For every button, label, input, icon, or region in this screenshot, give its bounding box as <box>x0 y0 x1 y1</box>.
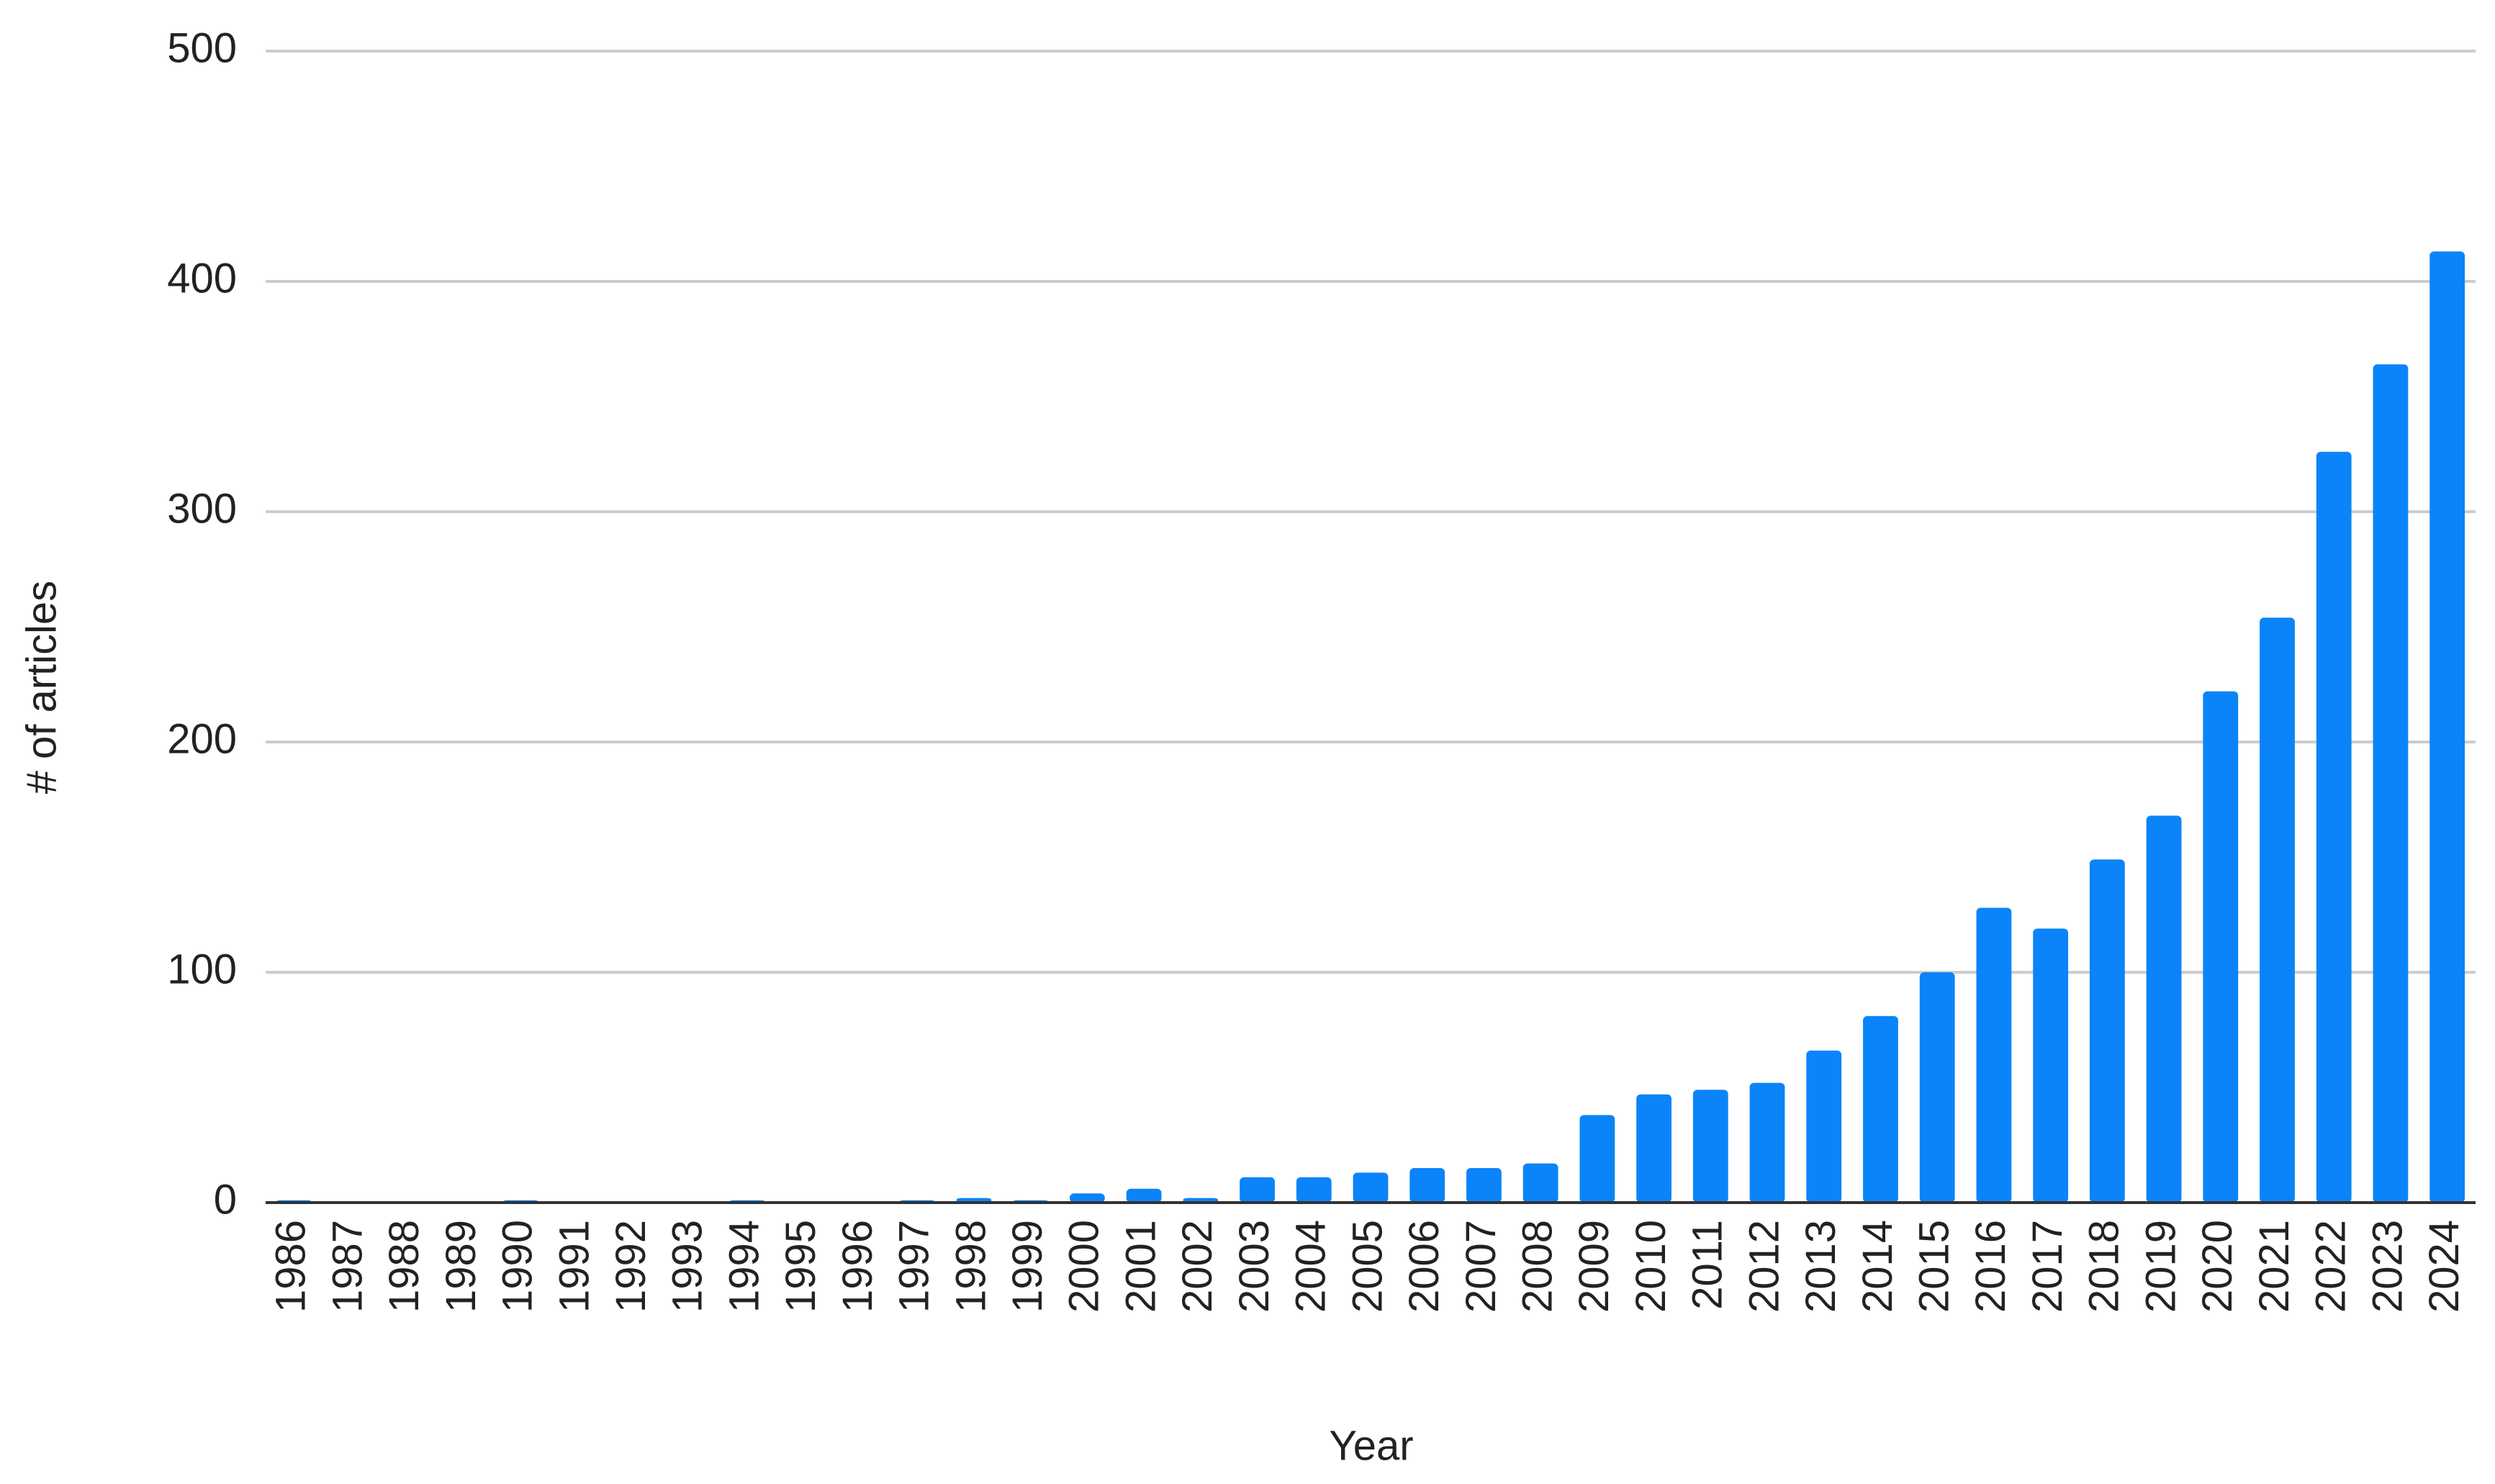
x-tick-label: 2019 <box>2137 1220 2184 1313</box>
bar <box>1522 1163 1558 1203</box>
x-tick-label: 1994 <box>721 1220 767 1313</box>
bar <box>1806 1050 1842 1203</box>
x-tick-label: 2005 <box>1344 1220 1391 1313</box>
x-tick-label: 2017 <box>2024 1220 2071 1313</box>
x-tick-label: 2000 <box>1061 1220 1108 1313</box>
x-tick-label: 2011 <box>1684 1220 1731 1310</box>
x-axis-title: Year <box>1329 1422 1413 1469</box>
x-tick-label: 1987 <box>324 1220 371 1313</box>
y-tick-label: 400 <box>167 255 237 302</box>
bar <box>2146 815 2182 1203</box>
x-tick-label: 2016 <box>1967 1220 2014 1313</box>
x-tick-label: 2021 <box>2251 1220 2298 1313</box>
x-tick-label: 2002 <box>1174 1220 1221 1313</box>
bar <box>1353 1172 1389 1203</box>
bar <box>2429 251 2465 1203</box>
x-tick-label: 1990 <box>495 1220 541 1313</box>
x-tick-label: 2007 <box>1458 1220 1504 1313</box>
x-tick-label: 2003 <box>1231 1220 1278 1313</box>
bar <box>2203 691 2239 1203</box>
x-tick-label: 1989 <box>438 1220 484 1313</box>
x-tick-label: 2010 <box>1628 1220 1674 1313</box>
bar <box>1579 1115 1615 1203</box>
x-tick-label: 1988 <box>381 1220 428 1313</box>
bar <box>2033 928 2069 1203</box>
x-tick-label: 2009 <box>1571 1220 1618 1313</box>
y-axis-title: # of articles <box>18 581 65 795</box>
x-tick-label: 2023 <box>2364 1220 2411 1313</box>
x-tick-label: 1999 <box>1004 1220 1051 1313</box>
y-tick-label: 100 <box>167 946 237 992</box>
bar <box>1919 972 1955 1203</box>
x-tick-label: 1997 <box>891 1220 938 1313</box>
x-tick-label: 2008 <box>1514 1220 1561 1313</box>
x-tick-label: 2006 <box>1401 1220 1448 1313</box>
bar <box>1070 1193 1105 1203</box>
x-tick-label: 1993 <box>664 1220 711 1313</box>
x-tick-label: 2018 <box>2081 1220 2128 1313</box>
bar <box>2373 364 2409 1203</box>
x-tick-label: 1991 <box>551 1220 597 1313</box>
bar <box>1409 1168 1445 1203</box>
x-tick-label: 2020 <box>2194 1220 2241 1313</box>
x-tick-label: 2015 <box>1911 1220 1958 1313</box>
y-tick-label: 500 <box>167 24 237 71</box>
x-tick-label: 2022 <box>2308 1220 2355 1313</box>
bar <box>1466 1168 1502 1203</box>
x-tick-label: 1995 <box>777 1220 824 1313</box>
x-tick-label: 2013 <box>1797 1220 1844 1313</box>
y-tick-label: 300 <box>167 485 237 532</box>
y-tick-label: 200 <box>167 715 237 762</box>
y-tick-label: 0 <box>214 1176 237 1223</box>
bar <box>1863 1015 1898 1203</box>
x-tick-label: 2014 <box>1854 1220 1901 1313</box>
bar <box>1240 1177 1275 1203</box>
x-tick-label: 1992 <box>608 1220 654 1313</box>
x-tick-label: 1996 <box>834 1220 881 1313</box>
bar <box>1296 1177 1332 1203</box>
x-tick-label: 1986 <box>268 1220 315 1313</box>
bar <box>1692 1090 1728 1203</box>
bar <box>2316 451 2352 1203</box>
x-tick-label: 2024 <box>2421 1220 2468 1313</box>
bar <box>1636 1094 1671 1203</box>
bar <box>2260 617 2295 1203</box>
bar <box>2089 859 2125 1203</box>
x-tick-label: 1998 <box>947 1220 994 1313</box>
x-tick-label: 2012 <box>1741 1220 1787 1313</box>
bar <box>1749 1082 1785 1203</box>
x-tick-label: 2004 <box>1288 1220 1335 1313</box>
bar <box>1126 1188 1162 1203</box>
bar <box>1976 908 2012 1203</box>
x-tick-label: 2001 <box>1117 1220 1164 1313</box>
